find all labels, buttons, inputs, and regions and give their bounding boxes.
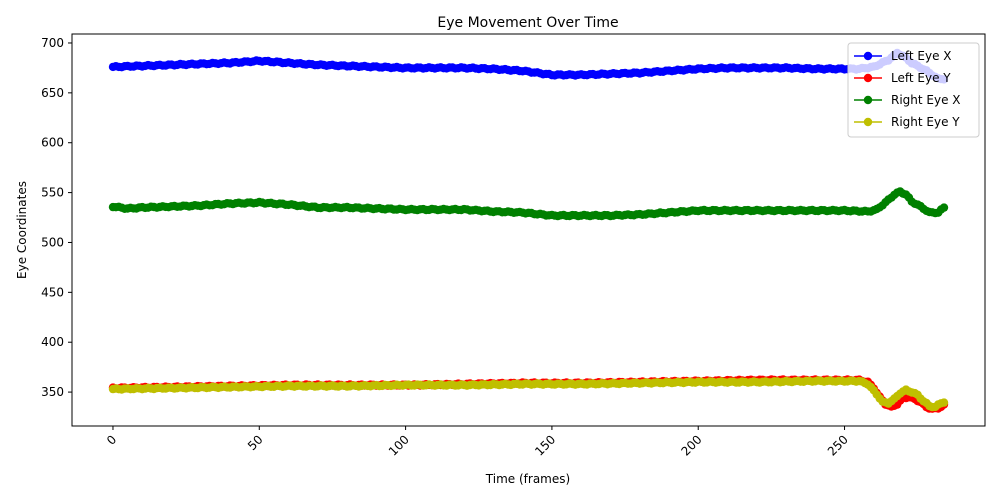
y-tick-label: 700 bbox=[41, 36, 64, 50]
legend-item: Right Eye X bbox=[854, 93, 961, 107]
legend-marker bbox=[863, 73, 873, 83]
legend-marker bbox=[863, 51, 873, 61]
legend-label: Right Eye X bbox=[891, 93, 961, 107]
y-tick-label: 350 bbox=[41, 385, 64, 399]
y-axis-label: Eye Coordinates bbox=[15, 181, 29, 279]
chart-title: Eye Movement Over Time bbox=[437, 15, 618, 31]
legend: Left Eye X Left Eye Y Right Eye X Right Eye… bbox=[847, 42, 980, 138]
legend-box bbox=[847, 42, 980, 138]
y-tick-label: 600 bbox=[41, 136, 64, 150]
legend-item: Left Eye Y bbox=[854, 71, 951, 85]
legend-marker bbox=[863, 117, 873, 127]
legend-item: Left Eye X bbox=[854, 49, 952, 63]
y-tick-label: 500 bbox=[41, 235, 64, 249]
y-tick-label: 550 bbox=[41, 186, 64, 200]
legend-label: Left Eye X bbox=[891, 49, 952, 63]
y-tick-label: 400 bbox=[41, 335, 64, 349]
data-point bbox=[939, 398, 949, 407]
series-right-eye-x bbox=[108, 187, 949, 221]
y-axis: 350 400 450 500 550 600 650 700 bbox=[41, 36, 72, 399]
series-right-eye-y bbox=[108, 376, 949, 412]
y-tick-label: 650 bbox=[41, 86, 64, 100]
axes-frame bbox=[71, 33, 986, 427]
y-tick-label: 450 bbox=[41, 285, 64, 299]
legend-marker bbox=[863, 95, 873, 105]
legend-label: Left Eye Y bbox=[891, 71, 951, 85]
data-point bbox=[939, 203, 949, 212]
legend-item: Right Eye Y bbox=[854, 115, 960, 129]
x-axis-label: Time (frames) bbox=[485, 472, 570, 486]
legend-label: Right Eye Y bbox=[891, 115, 960, 129]
